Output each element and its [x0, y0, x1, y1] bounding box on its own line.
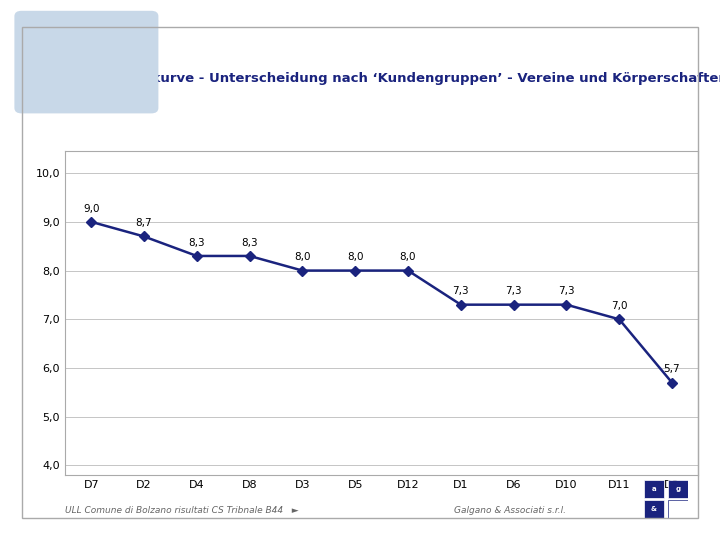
- Text: 7,3: 7,3: [505, 286, 522, 296]
- Text: &: &: [651, 507, 657, 512]
- Text: g: g: [675, 486, 680, 492]
- Text: 8,0: 8,0: [400, 252, 416, 262]
- Text: 8,3: 8,3: [189, 238, 205, 248]
- Text: 8,7: 8,7: [135, 218, 153, 228]
- Text: 8,0: 8,0: [347, 252, 364, 262]
- Text: ★: ★: [44, 75, 55, 87]
- Text: 5,7: 5,7: [664, 364, 680, 374]
- Text: 7,3: 7,3: [452, 286, 469, 296]
- Text: 8,3: 8,3: [241, 238, 258, 248]
- Polygon shape: [32, 35, 67, 62]
- Text: 8,0: 8,0: [294, 252, 310, 262]
- Text: ULL Comune di Bolzano risultati CS Tribnale B44   ►: ULL Comune di Bolzano risultati CS Tribn…: [65, 506, 298, 515]
- Text: 9,0: 9,0: [83, 204, 99, 213]
- Bar: [644, 480, 664, 498]
- Text: a: a: [652, 486, 657, 492]
- Bar: [668, 480, 688, 498]
- Polygon shape: [32, 35, 67, 106]
- Text: Città di: Città di: [80, 43, 117, 52]
- Bar: [668, 500, 688, 518]
- Text: Bolzano: Bolzano: [80, 69, 120, 77]
- Text: 7,0: 7,0: [611, 301, 627, 311]
- Text: 7,3: 7,3: [558, 286, 575, 296]
- Text: Galgano & Associati s.r.l.: Galgano & Associati s.r.l.: [454, 506, 566, 515]
- Bar: [644, 500, 664, 518]
- Text: Meinungskurve - Unterscheidung nach ‘Kundengruppen’ - Vereine und Körperschaften: Meinungskurve - Unterscheidung nach ‘Kun…: [78, 72, 720, 85]
